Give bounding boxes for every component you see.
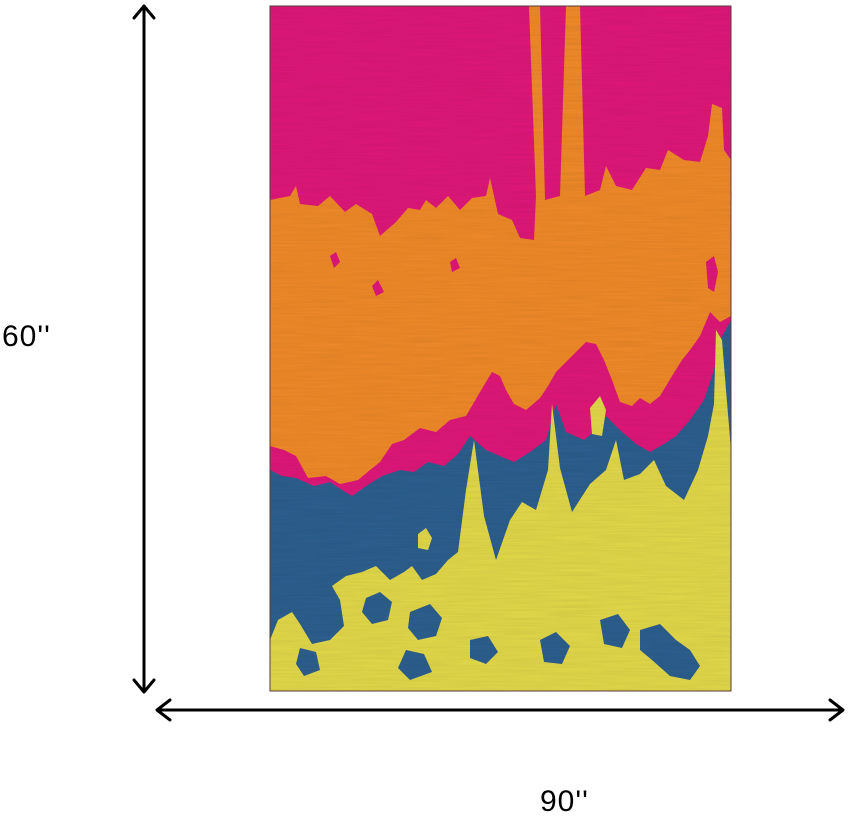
rug [270, 6, 731, 691]
rug-blue-spots [296, 592, 700, 680]
width-arrow [155, 698, 845, 722]
height-arrow [132, 4, 156, 694]
rug-outline [269, 5, 732, 692]
rug-orange-layer [270, 6, 731, 484]
width-label: 90'' [540, 785, 589, 818]
height-label: 60'' [2, 320, 51, 353]
